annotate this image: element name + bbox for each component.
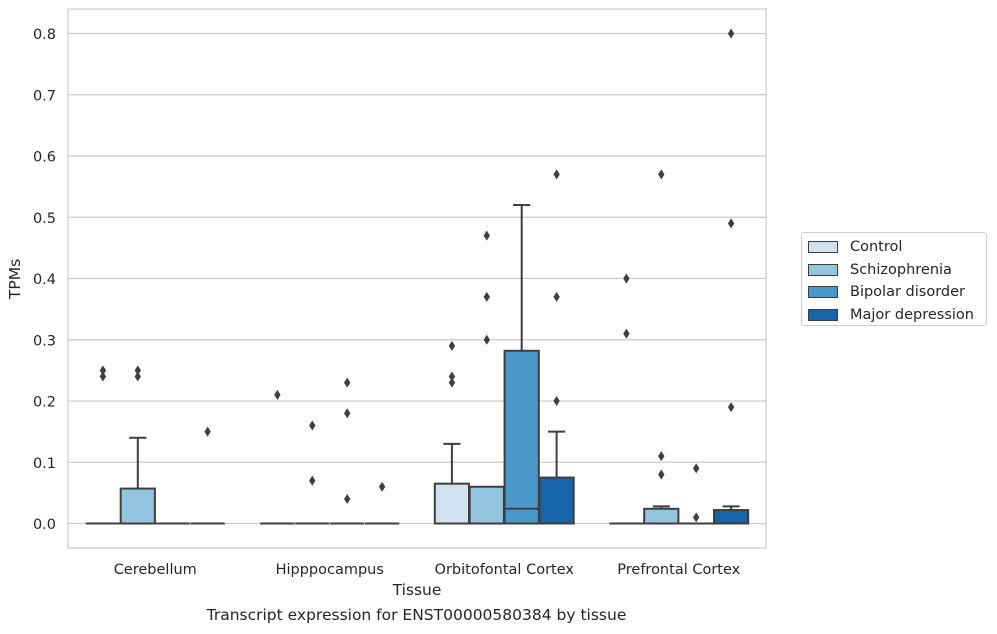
box-group bbox=[468, 230, 505, 525]
box-group bbox=[330, 377, 365, 525]
box-group bbox=[538, 169, 575, 525]
x-tick-label: Orbitofontal Cortex bbox=[435, 562, 575, 578]
outlier-point bbox=[378, 481, 386, 492]
box-group bbox=[119, 365, 156, 525]
x-axis-label: Tissue bbox=[392, 581, 442, 599]
outlier-point bbox=[448, 377, 456, 388]
box-group bbox=[712, 28, 750, 525]
outlier-point bbox=[727, 218, 735, 229]
outlier-point bbox=[483, 230, 490, 241]
legend-label-major-depression: Major depression bbox=[850, 306, 974, 323]
outlier-point bbox=[344, 494, 351, 504]
outlier-point bbox=[483, 334, 490, 345]
box-group bbox=[643, 169, 680, 525]
legend-swatch-schizophrenia bbox=[808, 263, 838, 276]
outlier-point bbox=[658, 469, 665, 480]
box bbox=[643, 507, 680, 525]
box-group bbox=[433, 340, 471, 525]
y-tick-label: 0.2 bbox=[33, 395, 56, 411]
box-group bbox=[503, 204, 540, 525]
legend-item-major-depression: Major depression bbox=[808, 304, 986, 327]
outlier-point bbox=[727, 402, 735, 413]
legend-swatch-control bbox=[808, 241, 838, 254]
y-tick-labels: 0.0 0.1 0.2 0.3 0.4 0.5 0.6 0.7 0.8 bbox=[33, 27, 56, 533]
box bbox=[538, 476, 575, 525]
outlier-point bbox=[309, 420, 316, 431]
outlier-point bbox=[553, 291, 560, 302]
y-axis-label: TPMs bbox=[6, 259, 24, 300]
legend: Control Schizophrenia Bipolar disorder M… bbox=[801, 232, 987, 326]
outlier-point bbox=[693, 463, 700, 474]
y-tick-label: 0.7 bbox=[33, 88, 56, 104]
outlier-point bbox=[553, 169, 560, 180]
outlier-point bbox=[658, 169, 665, 180]
x-tick-label: Prefrontal Cortex bbox=[617, 562, 740, 578]
plot-frame bbox=[67, 8, 767, 549]
outlier-point bbox=[274, 389, 281, 400]
outlier-point bbox=[693, 512, 700, 523]
outlier-point bbox=[658, 451, 665, 462]
legend-swatch-major-depression bbox=[808, 308, 838, 321]
box-group bbox=[190, 426, 225, 525]
chart-caption: Transcript expression for ENST0000058038… bbox=[206, 606, 627, 624]
outlier-point bbox=[134, 365, 141, 376]
y-tick-label: 0.5 bbox=[33, 211, 56, 227]
x-tick-label: Cerebellum bbox=[114, 562, 197, 578]
y-tick-label: 0.6 bbox=[33, 150, 56, 166]
boxes bbox=[85, 28, 750, 525]
box bbox=[433, 482, 471, 525]
legend-swatch-bipolar-disorder bbox=[808, 286, 838, 299]
y-tick-label: 0.0 bbox=[33, 517, 56, 533]
outlier-point bbox=[483, 291, 490, 302]
x-tick-label: Hipppocampus bbox=[276, 562, 384, 578]
box-group bbox=[609, 273, 644, 525]
outlier-point bbox=[448, 371, 456, 382]
outlier-point bbox=[134, 371, 141, 382]
legend-label-control: Control bbox=[850, 239, 903, 256]
legend-label-schizophrenia: Schizophrenia bbox=[850, 261, 952, 278]
y-tick-label: 0.4 bbox=[33, 272, 56, 288]
box-group bbox=[260, 389, 295, 525]
outlier-point bbox=[448, 340, 456, 351]
y-tick-label: 0.3 bbox=[33, 333, 56, 349]
legend-item-bipolar-disorder: Bipolar disorder bbox=[808, 281, 986, 304]
outlier-point bbox=[309, 475, 316, 486]
legend-item-control: Control bbox=[808, 236, 986, 259]
outlier-point bbox=[344, 377, 351, 388]
outlier-point bbox=[727, 28, 735, 39]
outlier-point bbox=[344, 408, 351, 419]
box-group bbox=[85, 365, 121, 525]
gridlines bbox=[68, 32, 766, 525]
box bbox=[468, 485, 505, 525]
outlier-point bbox=[204, 426, 211, 437]
outlier-point bbox=[99, 371, 107, 382]
box bbox=[712, 509, 750, 525]
box bbox=[503, 349, 540, 525]
outlier-point bbox=[553, 396, 560, 406]
box-group bbox=[679, 463, 714, 525]
y-tick-label: 0.8 bbox=[33, 27, 56, 43]
outlier-point bbox=[623, 328, 630, 339]
y-tick-label: 0.1 bbox=[33, 456, 56, 472]
legend-label-bipolar-disorder: Bipolar disorder bbox=[850, 284, 965, 301]
x-tick-labels: Cerebellum Hipppocampus Orbitofontal Corte… bbox=[114, 562, 741, 578]
box bbox=[119, 487, 156, 525]
outlier-point bbox=[99, 365, 107, 376]
box-group bbox=[364, 481, 400, 525]
legend-item-schizophrenia: Schizophrenia bbox=[808, 259, 986, 282]
outlier-point bbox=[623, 273, 630, 284]
box-group bbox=[295, 420, 330, 525]
